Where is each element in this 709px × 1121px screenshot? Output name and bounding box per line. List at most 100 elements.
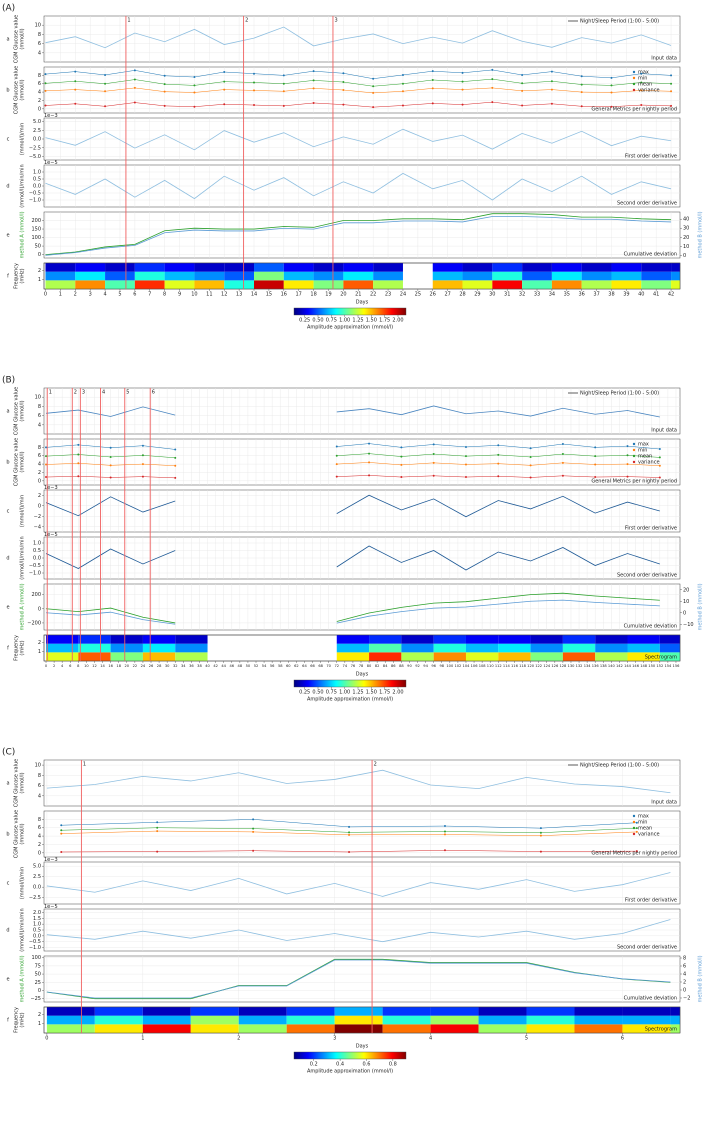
y-tick-label: −4 xyxy=(34,524,41,530)
y2-tick-label: 30 xyxy=(683,226,689,232)
metric-point xyxy=(529,476,532,479)
y-tick-label: 8 xyxy=(38,32,41,38)
legend-marker xyxy=(632,442,636,446)
x-tick-label: 78 xyxy=(359,664,364,668)
x-tick-label: 21 xyxy=(355,292,361,298)
legend-label: min xyxy=(638,448,647,454)
x-tick-label: 33 xyxy=(534,292,540,298)
y-tick-label: 6 xyxy=(38,453,41,459)
panel-title: Input data xyxy=(651,800,677,806)
spectrogram-cell xyxy=(622,1007,671,1016)
metric-point xyxy=(400,446,403,449)
metric-point xyxy=(521,73,524,76)
y-tick-label: 0.0 xyxy=(33,933,41,939)
x-tick-label: 56 xyxy=(270,664,275,668)
y2-tick-label: 0 xyxy=(683,988,686,994)
y2-tick-label: 40 xyxy=(683,217,689,223)
x-tick-label: 3 xyxy=(89,292,92,298)
metric-point xyxy=(461,88,464,91)
metric-point xyxy=(45,463,48,466)
metric-point xyxy=(464,463,467,466)
x-tick-label: 84 xyxy=(383,664,388,668)
panel-title: Cumulative deviation xyxy=(624,252,677,258)
x-tick-label: 4 xyxy=(61,664,64,668)
spectrogram-cell xyxy=(574,1007,623,1016)
y-tick-label: 2 xyxy=(38,1012,41,1018)
legend-marker xyxy=(632,88,636,92)
panel-letter: f xyxy=(7,1018,9,1024)
y-tick-label: 0 xyxy=(38,988,41,994)
spectrogram-cell xyxy=(134,280,165,289)
metric-point xyxy=(163,83,166,86)
y-tick-label: 0.5 xyxy=(33,177,41,183)
colorbar-tick-label: 0.4 xyxy=(336,1062,344,1068)
x-tick-label: 27 xyxy=(444,292,450,298)
panel-title: Input data xyxy=(651,428,677,434)
y2-tick-label: −10 xyxy=(683,622,694,628)
spectrogram-cell xyxy=(105,271,135,281)
spectrogram-cell xyxy=(595,643,628,653)
y2-tick-label: 2 xyxy=(683,980,686,986)
legend-label: mean xyxy=(638,454,652,460)
y-tick-label: 2.5 xyxy=(33,128,41,134)
y-tick-label: −2 xyxy=(34,514,41,520)
x-tick-label: 32 xyxy=(519,292,525,298)
metric-point xyxy=(60,832,63,835)
spectrogram-cell xyxy=(659,643,680,653)
spectrogram-cell xyxy=(194,280,225,289)
spectrogram-cell xyxy=(382,1024,431,1033)
y-tick-label: 200 xyxy=(31,218,41,224)
panel-title: Spectrogram xyxy=(645,1027,677,1033)
x-tick-label: 72 xyxy=(334,664,339,668)
panel-letter: e xyxy=(6,233,9,239)
axis-offset: 1e−3 xyxy=(44,113,58,119)
metric-point xyxy=(312,79,315,82)
x-tick-label: 6 xyxy=(69,664,72,668)
colorbar-tick-label: 1.25 xyxy=(352,690,363,696)
series-line xyxy=(45,128,672,151)
x-tick-label: 102 xyxy=(454,664,461,668)
x-tick-label: 42 xyxy=(668,292,674,298)
metric-point xyxy=(443,833,446,836)
panel-frame xyxy=(43,211,681,259)
y-axis-label: (mmol/l) xyxy=(20,823,26,844)
y-axis-label: (mmol/l) xyxy=(20,28,26,49)
metric-point xyxy=(312,101,315,104)
y2-tick-label: 0 xyxy=(683,253,686,259)
series-line xyxy=(45,545,660,571)
figure-label: (C) xyxy=(2,748,15,758)
spectrogram-cell xyxy=(670,1007,680,1016)
y-axis-label: (mmol/l)/min/min xyxy=(20,908,26,951)
spectrogram-cell xyxy=(343,263,374,272)
event-label: 1 xyxy=(49,390,52,396)
x-tick-label: 142 xyxy=(616,664,623,668)
series-line xyxy=(46,919,671,943)
colorbar-label: Amplitude approximation (mmol/l) xyxy=(307,697,393,703)
spectrogram-cell xyxy=(75,271,106,281)
spectrogram-cell xyxy=(430,1007,479,1016)
legend-label: mean xyxy=(638,82,652,88)
x-tick-label: 38 xyxy=(197,664,202,668)
series-line xyxy=(45,87,672,94)
y-tick-label: −1.0 xyxy=(29,571,41,577)
y-tick-label: 1.0 xyxy=(33,541,41,547)
metric-point xyxy=(431,78,434,81)
series-line xyxy=(45,78,672,87)
x-tick-label: 40 xyxy=(638,292,644,298)
y-tick-label: 2 xyxy=(38,470,41,476)
spectrogram-cell xyxy=(530,643,563,653)
spectrogram-cell xyxy=(498,652,531,661)
panel-letter: b xyxy=(6,460,9,466)
spectrogram-cell xyxy=(498,643,531,653)
colorbar-tick-label: 1.50 xyxy=(366,690,377,696)
y-tick-label: −0.5 xyxy=(29,563,41,569)
y-tick-label: 8 xyxy=(38,817,41,823)
spectrogram-cell xyxy=(142,1015,191,1025)
y-tick-label: −2.5 xyxy=(29,145,41,151)
x-tick-label: 18 xyxy=(310,292,316,298)
legend-label: mean xyxy=(638,826,652,832)
y-tick-label: 2.0 xyxy=(33,910,41,916)
spectrogram-cell xyxy=(75,263,106,272)
metric-point xyxy=(594,463,597,466)
spectrogram-cell xyxy=(671,271,680,281)
